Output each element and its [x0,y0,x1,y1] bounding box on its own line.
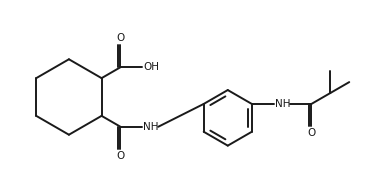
Text: NH: NH [143,122,159,132]
Text: O: O [116,33,124,43]
Text: NH: NH [275,99,290,109]
Text: O: O [307,128,315,138]
Text: O: O [116,151,124,161]
Text: OH: OH [143,62,159,72]
